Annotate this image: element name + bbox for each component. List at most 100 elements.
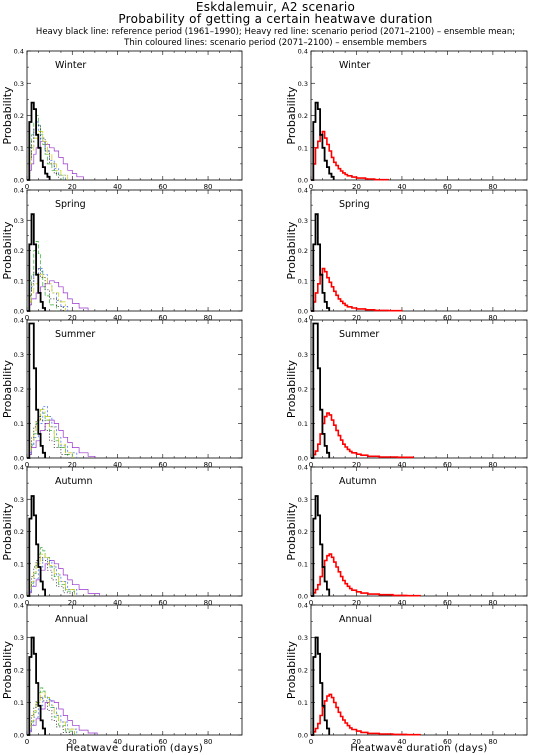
x-tick-label: 40: [113, 599, 122, 607]
panel-summer-members: 0 20 40 60 80 0.0 0.1 0.2 0.3 0.4 Probability Summe…: [1, 317, 243, 469]
y-tick-label: 0.4: [298, 464, 308, 472]
y-tick-label: 0.0: [298, 732, 308, 740]
y-tick-label: 0.3: [298, 217, 308, 225]
y-tick-label: 0.0: [14, 732, 24, 740]
panel-spring-members: 0 20 40 60 80 0.0 0.1 0.2 0.3 0.4 Probability Sprin…: [1, 187, 243, 322]
season-label: Annual: [55, 614, 88, 625]
x-tick-label: 60: [443, 461, 452, 469]
x-tick-label: 20: [68, 314, 77, 322]
y-tick-label: 0.3: [14, 351, 24, 359]
x-tick-label: 80: [204, 314, 213, 322]
y-tick-label: 0.2: [298, 667, 308, 675]
x-axis-label: Heatwave duration (days): [350, 743, 487, 754]
member-series-line: [27, 124, 60, 181]
x-tick-label: 20: [68, 599, 77, 607]
x-tick-label: 60: [443, 314, 452, 322]
x-tick-label: 60: [443, 738, 452, 746]
y-axis-label: Probability: [285, 359, 298, 418]
x-tick-label: 20: [352, 461, 361, 469]
x-tick-label: 0: [309, 183, 313, 191]
panel-autumn-members: 0 20 40 60 80 0.0 0.1 0.2 0.3 0.4 Probability Autum…: [1, 464, 243, 607]
reference-line: [27, 322, 46, 459]
x-tick-label: 80: [204, 461, 213, 469]
y-tick-label: 0.1: [14, 560, 24, 568]
x-tick-label: 40: [397, 183, 406, 191]
legend-description-line-1: Heavy black line: reference period (1961…: [35, 27, 516, 37]
ensemble-mean-line: [311, 412, 415, 459]
y-axis-label: Probability: [1, 359, 14, 418]
member-series-line: [27, 687, 75, 736]
y-tick-label: 0.4: [298, 48, 308, 56]
member-series-line: [27, 419, 96, 459]
y-tick-label: 0.3: [298, 634, 308, 642]
y-tick-label: 0.2: [14, 386, 24, 394]
y-tick-label: 0.0: [298, 455, 308, 463]
chart-title: Eskdalemuir, A2 scenario: [195, 0, 356, 14]
member-series-line: [27, 409, 73, 459]
x-tick-label: 0: [25, 183, 29, 191]
member-series-line: [27, 405, 78, 459]
panel-spring-mean: 0 20 40 60 80 0.0 0.1 0.2 0.3 0.4 Probability Sprin…: [285, 187, 528, 322]
y-tick-label: 0.1: [298, 560, 308, 568]
plot-frame: [310, 319, 528, 459]
plot-frame: [26, 319, 243, 459]
x-tick-label: 80: [488, 183, 497, 191]
member-series-line: [27, 140, 84, 181]
y-tick-label: 0.2: [298, 247, 308, 255]
panel-summer-mean: 0 20 40 60 80 0.0 0.1 0.2 0.3 0.4 Probability Summe…: [285, 317, 528, 469]
ensemble-mean-line: [311, 130, 390, 181]
x-tick-label: 0: [25, 599, 29, 607]
y-tick-label: 0.0: [14, 455, 24, 463]
y-tick-label: 0.1: [14, 420, 24, 428]
x-tick-label: 40: [113, 183, 122, 191]
reference-line: [27, 636, 46, 736]
y-tick-label: 0.3: [298, 80, 308, 88]
y-tick-label: 0.4: [14, 464, 24, 472]
member-series-line: [27, 280, 89, 312]
x-tick-label: 20: [352, 738, 361, 746]
y-tick-label: 0.1: [14, 699, 24, 707]
x-tick-label: 80: [488, 599, 497, 607]
y-axis-label: Probability: [285, 86, 298, 145]
y-tick-label: 0.1: [298, 144, 308, 152]
y-tick-label: 0.2: [298, 112, 308, 120]
x-tick-label: 80: [488, 461, 497, 469]
x-tick-label: 20: [68, 183, 77, 191]
reference-line: [311, 495, 331, 597]
x-tick-label: 60: [443, 599, 452, 607]
x-tick-label: 80: [204, 183, 213, 191]
chart-subtitle: Probability of getting a certain heatwav…: [118, 12, 433, 26]
ensemble-mean-line: [311, 553, 421, 597]
member-series-line: [27, 274, 66, 312]
y-tick-label: 0.3: [14, 80, 24, 88]
x-tick-label: 60: [158, 183, 167, 191]
season-label: Spring: [339, 199, 370, 210]
member-series-line: [27, 556, 71, 597]
y-axis-label: Probability: [1, 86, 14, 145]
x-tick-label: 0: [25, 738, 29, 746]
reference-line: [27, 101, 51, 181]
y-tick-label: 0.3: [298, 496, 308, 504]
y-tick-label: 0.1: [298, 277, 308, 285]
y-tick-label: 0.1: [14, 277, 24, 285]
member-series-line: [27, 268, 64, 312]
y-tick-label: 0.2: [14, 667, 24, 675]
y-tick-label: 0.0: [14, 308, 24, 316]
season-label: Annual: [339, 614, 372, 625]
y-tick-label: 0.4: [14, 48, 24, 56]
panel-winter-mean: 0 20 40 60 80 0.0 0.1 0.2 0.3 0.4 Probability Winte…: [285, 48, 528, 191]
reference-line: [311, 322, 331, 459]
y-axis-label: Probability: [285, 502, 298, 561]
legend-description-line-2: Thin coloured lines: scenario period (20…: [124, 38, 427, 48]
season-label: Spring: [55, 199, 86, 210]
y-tick-label: 0.4: [298, 317, 308, 325]
x-axis-label: Heatwave duration (days): [66, 743, 203, 754]
y-tick-label: 0.0: [14, 593, 24, 601]
y-axis-label: Probability: [1, 640, 14, 699]
y-tick-label: 0.2: [298, 528, 308, 536]
y-tick-label: 0.3: [14, 217, 24, 225]
member-series-line: [27, 692, 75, 736]
x-tick-label: 60: [158, 738, 167, 746]
member-series-line: [27, 556, 78, 597]
